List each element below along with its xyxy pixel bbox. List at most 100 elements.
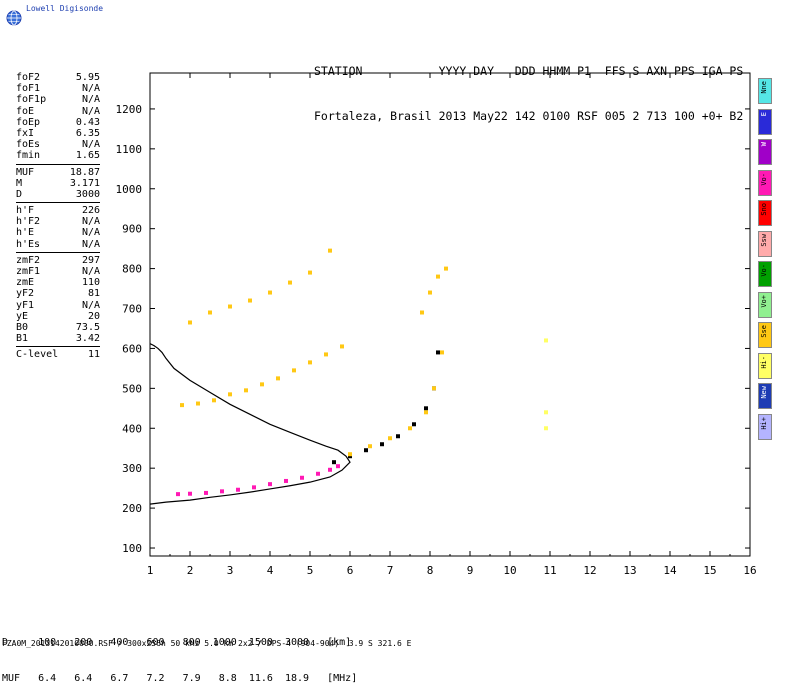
file-info: FZA0M_2013142010000.RSF / 300x256h 50 kH… xyxy=(2,639,412,648)
x-tick-label: 4 xyxy=(267,564,274,577)
globe-icon xyxy=(6,10,22,26)
echo-point xyxy=(248,298,252,303)
echo-point xyxy=(348,452,352,457)
legend-item: Nne xyxy=(758,78,772,104)
y-tick-label: 900 xyxy=(122,223,142,236)
echo-point xyxy=(268,290,272,295)
param-divider xyxy=(16,251,100,253)
legend-item: New xyxy=(758,383,772,409)
param-row: foF1 N/A xyxy=(16,83,100,94)
legend-label: Sse xyxy=(760,325,768,338)
param-label: zmF2 xyxy=(16,254,41,266)
echo-point xyxy=(440,350,444,355)
electron-density-profile xyxy=(149,343,351,505)
param-label: C-level xyxy=(16,349,59,361)
param-label: foE xyxy=(16,105,35,117)
x-tick-label: 8 xyxy=(427,564,434,577)
ionogram-chart: 1 2 3 4 5 6 7 8 9 10 11 12 13 14 15 1610020030040050060… xyxy=(116,72,757,577)
param-row: fxI 6.35 xyxy=(16,128,100,139)
echo-point xyxy=(188,491,192,496)
echo-point xyxy=(288,280,292,285)
param-value: 20 xyxy=(87,310,100,322)
echo-point xyxy=(180,403,184,408)
header-labels: STATION YYYY DAY DDD HHMM P1 FFS S AXN P… xyxy=(314,64,744,78)
x-tick-label: 1 xyxy=(147,564,154,577)
param-divider xyxy=(16,346,100,348)
param-label: foEs xyxy=(16,139,41,151)
param-row: h'Es N/A xyxy=(16,239,100,250)
station-header: STATION YYYY DAY DDD HHMM P1 FFS S AXN P… xyxy=(314,34,743,139)
echo-point xyxy=(432,386,436,391)
param-label: fxI xyxy=(16,127,35,139)
param-value: 81 xyxy=(87,288,100,300)
param-value: 18.87 xyxy=(69,166,100,178)
x-tick-label: 10 xyxy=(503,564,516,577)
param-value: 6.35 xyxy=(75,127,100,139)
echo-point xyxy=(544,426,548,431)
y-tick-label: 600 xyxy=(122,342,142,355)
echo-point xyxy=(308,270,312,275)
echo-point xyxy=(380,442,384,447)
legend-label: Hi+ xyxy=(760,416,768,430)
param-row: foEs N/A xyxy=(16,139,100,150)
y-tick-label: 300 xyxy=(122,462,142,475)
param-row: h'F 226 xyxy=(16,205,100,216)
param-value: N/A xyxy=(81,266,100,277)
logo-text: Lowell Digisonde xyxy=(26,4,104,13)
legend-item: Hi+ xyxy=(758,413,772,440)
echo-point xyxy=(308,360,312,365)
echo-point xyxy=(412,422,416,427)
param-value: 11 xyxy=(87,349,100,361)
echo-point xyxy=(188,320,192,325)
legend-label: Hi- xyxy=(760,355,768,369)
echo-point xyxy=(276,376,280,381)
echo-point xyxy=(260,382,264,387)
y-tick-label: 100 xyxy=(122,542,142,555)
echo-point xyxy=(544,410,548,415)
plot-frame xyxy=(149,72,751,557)
param-row: h'E N/A xyxy=(16,227,100,238)
x-tick-label: 13 xyxy=(623,564,636,577)
param-value: N/A xyxy=(81,216,100,228)
param-row: zmE 110 xyxy=(16,277,100,288)
echo-point xyxy=(436,274,440,279)
x-tick-label: 6 xyxy=(347,564,354,577)
echo-point xyxy=(424,406,428,411)
legend-label: W xyxy=(760,142,768,147)
param-value: 297 xyxy=(81,254,100,266)
param-label: B0 xyxy=(16,321,29,333)
param-divider xyxy=(16,163,100,165)
legend-item: Vo+ xyxy=(758,291,772,318)
echo-point xyxy=(324,352,328,357)
echo-point xyxy=(252,485,256,490)
param-value: N/A xyxy=(81,139,100,151)
echo-point xyxy=(408,426,412,431)
echo-point xyxy=(208,310,212,315)
legend-label: Vo- xyxy=(760,264,768,277)
legend-item: E xyxy=(758,108,772,135)
param-value: 3.42 xyxy=(75,333,100,345)
param-label: D xyxy=(16,188,23,200)
polarization-legend: Nne E W Vo- Sno Ssw Vo- Vo+ Sse Hi- New Hi+ xyxy=(758,78,772,444)
param-row: M 3.171 xyxy=(16,178,100,189)
param-row: MUF 18.87 xyxy=(16,167,100,178)
param-label: h'F xyxy=(16,205,35,217)
param-label: fmin xyxy=(16,150,41,162)
y-tick-label: 1200 xyxy=(116,103,143,116)
param-value: N/A xyxy=(81,238,100,250)
legend-label: Nne xyxy=(760,81,768,94)
param-divider xyxy=(16,202,100,204)
param-row: B1 3.42 xyxy=(16,333,100,344)
echo-point xyxy=(396,434,400,439)
param-value: N/A xyxy=(81,94,100,106)
echo-point xyxy=(332,460,336,465)
y-tick-label: 400 xyxy=(122,422,142,435)
param-value: 226 xyxy=(81,205,100,217)
x-tick-label: 15 xyxy=(703,564,716,577)
param-label: zmF1 xyxy=(16,266,41,277)
param-label: foF2 xyxy=(16,72,41,83)
distance-row: D 100 200 400 600 800 1000 1500 3000 [km… xyxy=(2,637,352,648)
legend-item: Sse xyxy=(758,322,772,348)
y-tick-label: 500 xyxy=(122,382,142,395)
param-value: 3000 xyxy=(75,188,100,200)
